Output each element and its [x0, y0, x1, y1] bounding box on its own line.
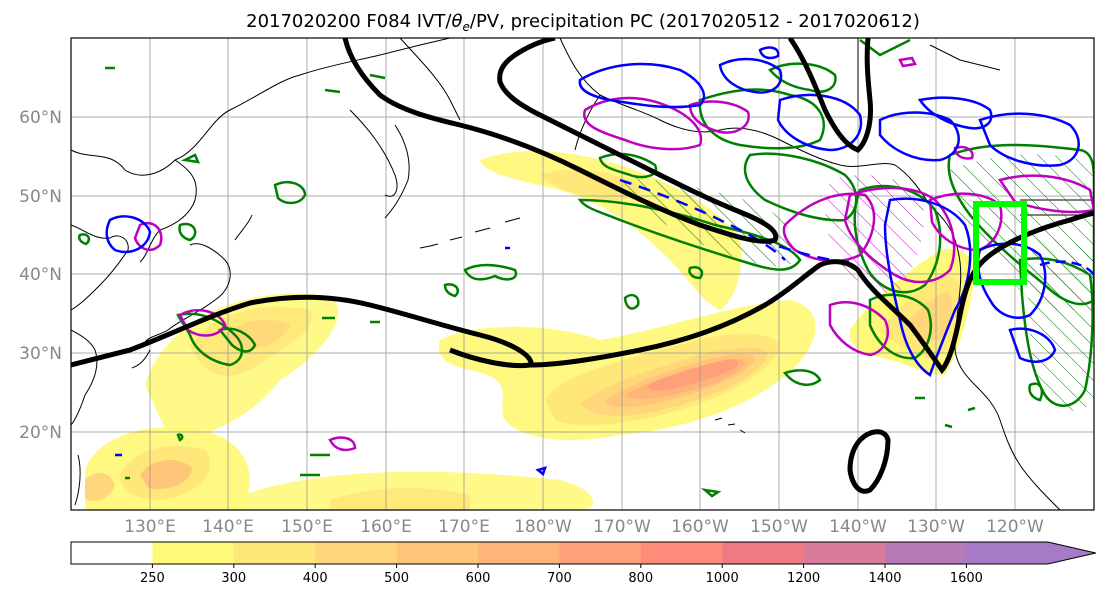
colorbar-swatch [559, 542, 642, 564]
lon-label: 140°W [829, 517, 887, 537]
colorbar-tick-label: 300 [221, 571, 246, 586]
colorbar-tick-label: 400 [303, 571, 328, 586]
lon-label: 170°W [593, 517, 651, 537]
lat-label-30n: 30°N [19, 344, 62, 364]
colorbar-swatch [315, 542, 398, 564]
map-frame [70, 37, 1095, 511]
lon-label: 120°W [986, 517, 1044, 537]
colorbar-swatch [396, 542, 479, 564]
lat-label-60n: 60°N [19, 108, 62, 128]
lat-label-50n: 50°N [19, 187, 62, 207]
pv-magenta-contours [133, 56, 1094, 452]
map-panel [71, 38, 1094, 510]
colorbar-tick-label: 1600 [950, 571, 983, 586]
ivt-black-contours [71, 38, 1094, 494]
colorbar-swatch [722, 542, 805, 564]
lat-label-40n: 40°N [19, 265, 62, 285]
lon-label: 150°E [281, 517, 333, 537]
region-box [973, 201, 1027, 285]
colorbar: 250 300 400 500 600 700 800 1000 1200 1400 1600 [70, 541, 1096, 586]
colorbar-swatch [478, 542, 560, 564]
colorbar-swatch [233, 542, 316, 564]
colorbar-outline [70, 541, 1096, 565]
colorbar-swatch [152, 542, 235, 564]
lat-label-20n: 20°N [19, 423, 62, 443]
colorbar-swatch [640, 542, 723, 564]
colorbar-tick-label: 500 [384, 571, 409, 586]
colorbar-tick-label: 1000 [706, 571, 739, 586]
lon-label: 160°W [671, 517, 729, 537]
colorbar-tick-label: 600 [466, 571, 491, 586]
colorbar-tick-label: 1200 [787, 571, 820, 586]
lon-label: 140°E [202, 517, 254, 537]
latitude-labels: 60°N 50°N 40°N 30°N 20°N [19, 108, 62, 443]
lon-label: 160°E [360, 517, 412, 537]
colorbar-extend-arrow [966, 542, 1096, 564]
colorbar-tick-label: 700 [547, 571, 572, 586]
colorbar-tick-label: 1400 [868, 571, 901, 586]
coastlines [71, 38, 1094, 510]
longitude-labels: 130°E 140°E 150°E 160°E 170°E 180°W 170°… [124, 517, 1044, 537]
figure-title: 2017020200 F084 IVT/θe/PV, precipitation… [246, 11, 920, 34]
colorbar-swatch [885, 542, 967, 564]
lon-label: 180°W [514, 517, 572, 537]
colorbar-swatch [803, 542, 886, 564]
lon-label: 170°E [438, 517, 490, 537]
colorbar-tick-label: 800 [628, 571, 653, 586]
lon-label: 150°W [750, 517, 808, 537]
colorbar-swatch [71, 542, 153, 564]
lon-label: 130°W [907, 517, 965, 537]
lon-label: 130°E [124, 517, 176, 537]
colorbar-tick-label: 250 [140, 571, 165, 586]
